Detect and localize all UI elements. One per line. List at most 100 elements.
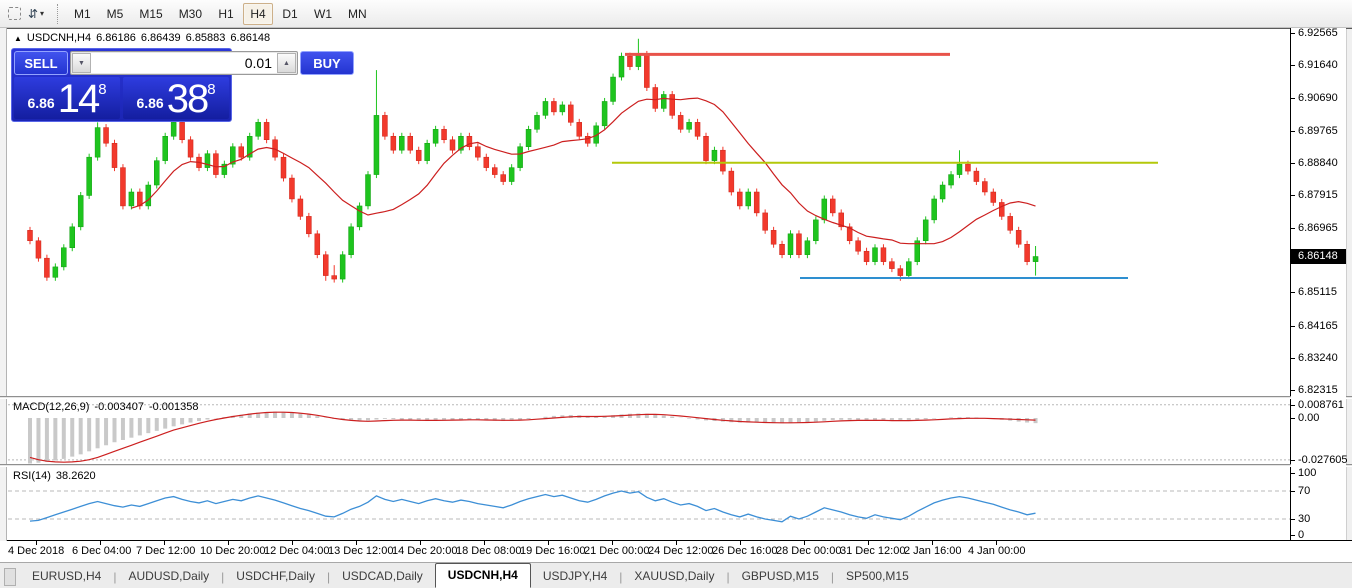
candle [703,132,709,165]
candle [399,132,405,154]
candle [458,132,464,154]
buy-button[interactable]: BUY [300,51,354,75]
timeframe-m30[interactable]: M30 [178,6,203,21]
tab-eurusd-h4[interactable]: EURUSD,H4 [32,569,102,583]
candle [542,97,549,119]
tab-gbpusd-m15[interactable]: GBPUSD,M15 [741,569,819,583]
candle [492,164,498,179]
axis-tick [1291,194,1295,196]
time-axis-tick [356,541,357,545]
candle [534,111,540,133]
panel-splitter-macd[interactable] [0,396,1352,399]
candle [1024,240,1030,266]
candle [787,230,794,259]
timeframe-bar: M1 M5 M15 M30 H1 H4 D1 W1 MN [66,2,375,25]
time-axis-label: 21 Dec 00:00 [584,545,650,557]
rsi-axis-label: 100 [1298,467,1317,479]
tab-usdjpy-h4[interactable]: USDJPY,H4 [542,569,608,583]
candle [77,191,84,231]
candle [830,195,836,217]
candle [990,188,997,206]
tab-usdcad-daily[interactable]: USDCAD,Daily [342,569,423,583]
timeframe-w1[interactable]: W1 [314,6,333,21]
sell-price-display[interactable]: 6.86 14 8 [14,77,120,119]
candle [61,244,67,271]
candle [939,181,946,203]
buy-price-display[interactable]: 6.86 38 8 [123,77,229,119]
candle [475,143,481,161]
ohlc-close: 6.86148 [230,32,271,44]
toolbar-separator [57,3,58,24]
candle [213,150,219,179]
tab-scroll-button[interactable] [4,568,16,586]
candle [517,143,523,172]
arrange-icons-button[interactable]: ⇵ ▾ [25,4,47,24]
tab-sp500-m15[interactable]: SP500,M15 [846,569,909,583]
ohlc-open: 6.86186 [96,32,136,44]
axis-tick [1291,162,1295,164]
candle [813,216,819,245]
candle [1032,245,1039,276]
rsi-name: RSI(14) [13,470,51,482]
macd-axis-label: -0.027605 [1298,453,1348,466]
tab-audusd-daily[interactable]: AUDUSD,Daily [128,569,210,583]
current-price-badge: 6.86148 [1291,249,1346,264]
timeframe-m15[interactable]: M15 [139,6,163,21]
volume-control: ▼ ▲ [70,51,298,75]
time-axis-label: 24 Dec 12:00 [648,545,714,557]
timeframe-d1[interactable]: D1 [282,6,298,21]
candle [669,90,675,119]
candle [551,97,557,116]
macd-name: MACD(12,26,9) [13,401,90,413]
candle [500,171,506,186]
panel-splitter-rsi[interactable] [0,464,1352,467]
time-axis-label: 18 Dec 08:00 [456,545,522,557]
price-axis-border [1290,28,1291,540]
candle [170,118,177,140]
candle [525,125,532,151]
timeframe-mn[interactable]: MN [348,6,367,21]
tab-usdchf-daily[interactable]: USDCHF,Daily [236,569,315,583]
axis-tick [1291,404,1295,406]
tab-xauusd-daily[interactable]: XAUUSD,Daily [634,569,715,583]
axis-tick [1291,98,1295,100]
sell-button[interactable]: SELL [14,51,68,75]
timeframe-h4[interactable]: H4 [243,2,274,25]
candle [863,247,870,266]
candle [846,223,853,245]
candle [779,240,785,259]
candle [187,136,194,161]
macd-plot [8,399,1290,464]
volume-increase-button[interactable]: ▲ [277,53,296,73]
candle [576,118,582,140]
timeframe-h1[interactable]: H1 [218,6,234,21]
price-axis-label: 6.91640 [1298,59,1338,72]
candle [931,195,937,224]
candle [652,84,659,112]
candle [52,263,59,281]
rsi-axis-label: 30 [1298,513,1311,525]
tab-usdcnh-h4[interactable]: USDCNH,H4 [434,563,531,588]
candle [483,153,490,172]
time-axis-label: 4 Jan 00:00 [968,545,1026,557]
timeframe-m1[interactable]: M1 [74,6,91,21]
volume-input[interactable] [91,53,277,73]
selection-box-icon[interactable] [8,7,21,20]
price-axis-label: 6.82315 [1298,384,1338,396]
candle [1007,212,1013,234]
candle [449,136,456,154]
macd-signal-value: -0.001358 [148,401,199,413]
price-axis-label: 6.84165 [1298,319,1338,332]
candle [973,167,980,186]
candle [804,237,811,259]
time-axis-tick [100,541,101,545]
time-axis-label: 31 Dec 12:00 [840,545,906,557]
candle [686,118,692,133]
candle [466,132,473,151]
axis-tick [1291,325,1295,327]
volume-decrease-button[interactable]: ▼ [72,53,91,73]
timeframe-m5[interactable]: M5 [106,6,124,21]
time-axis-tick [292,541,293,545]
time-axis-label: 10 Dec 20:00 [200,545,266,557]
rsi-line [29,490,1036,523]
